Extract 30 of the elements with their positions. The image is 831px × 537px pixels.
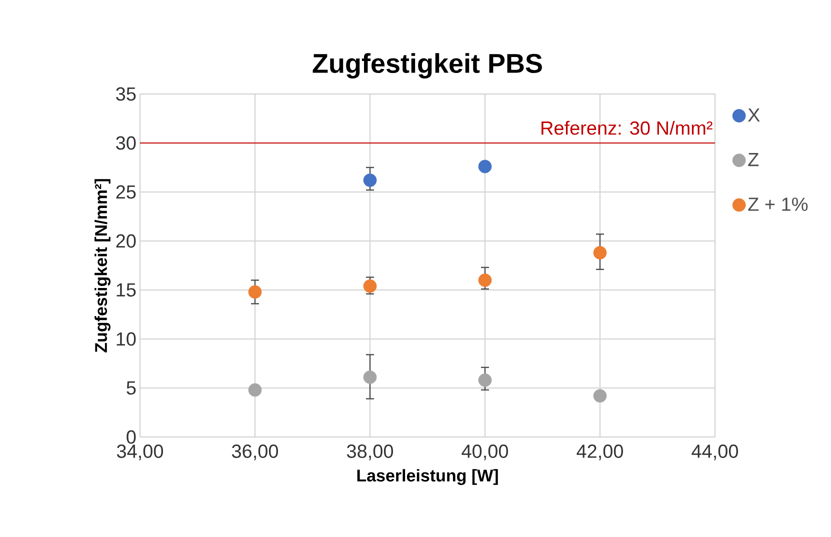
- y-tick-label: 0: [126, 430, 136, 444]
- x-tick-label: 34,00: [116, 444, 164, 460]
- y-tick-label: 15: [116, 283, 136, 297]
- point: [363, 174, 377, 187]
- point: [593, 246, 607, 260]
- ref-line-label: Referenz: 30 N/mm²: [542, 120, 712, 135]
- point: [248, 383, 262, 397]
- point: [593, 389, 607, 403]
- x-tick-label: 42,00: [576, 444, 624, 460]
- point: [478, 160, 492, 174]
- legend-label: Z + 1%: [748, 198, 808, 211]
- x-tick-label: 40,00: [462, 444, 508, 460]
- y-tick-label: 25: [116, 185, 136, 199]
- legend-label: X: [748, 108, 760, 122]
- x-tick-label: 36,00: [232, 444, 278, 460]
- y-tick-label: 5: [126, 381, 136, 395]
- x-tick-label: 38,00: [346, 444, 394, 460]
- point: [363, 370, 377, 384]
- x-axis-title: Laserleistung [W]: [357, 469, 498, 486]
- x-tick-label: 44,00: [692, 444, 738, 460]
- legend-label: Z: [748, 153, 759, 166]
- y-tick-label: 35: [116, 87, 136, 101]
- point: [478, 373, 492, 387]
- y-axis-title: Zugfestigkeit [N/mm²]: [94, 179, 110, 352]
- y-tick-label: 10: [116, 332, 136, 346]
- point: [248, 285, 262, 299]
- y-tick-label: 20: [116, 234, 136, 248]
- point: [363, 279, 377, 293]
- y-tick-label: 30: [116, 136, 136, 150]
- chart-title: Zugfestigkeit PBS: [312, 53, 542, 78]
